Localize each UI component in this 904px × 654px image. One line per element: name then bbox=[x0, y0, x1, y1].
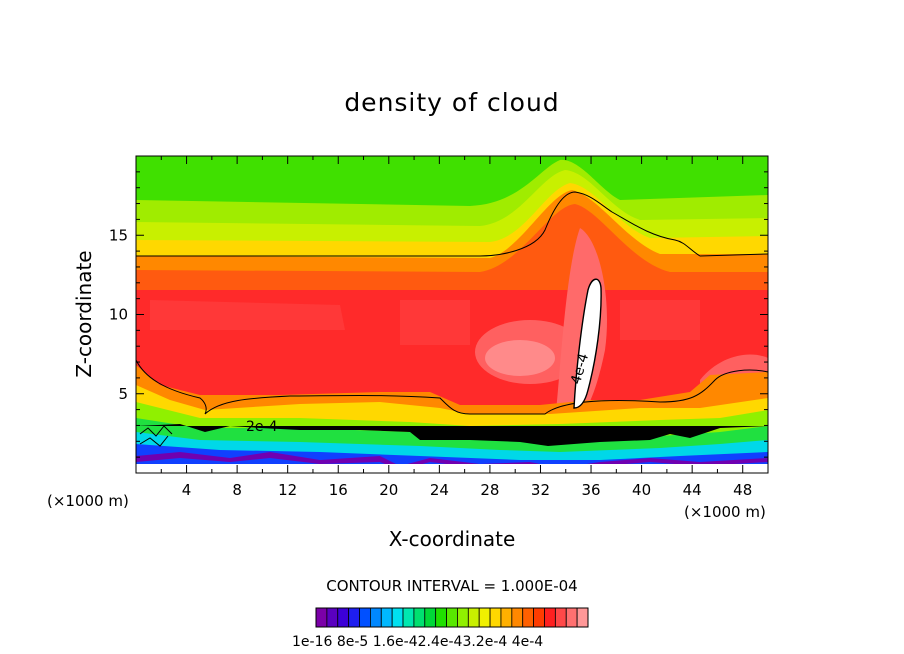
colorbar-swatch bbox=[554, 607, 567, 628]
y-tick-label: 5 bbox=[118, 385, 128, 403]
x-tick-label: 32 bbox=[531, 481, 550, 499]
colorbar-swatch bbox=[576, 607, 589, 628]
x-tick-label: 40 bbox=[632, 481, 651, 499]
colorbar-swatch bbox=[348, 607, 360, 628]
chart-title: density of cloud bbox=[344, 88, 560, 117]
colorbar-swatch bbox=[337, 607, 350, 628]
x-unit-label-left: (×1000 m) bbox=[47, 492, 129, 510]
colorbar-swatch bbox=[511, 607, 524, 628]
field-core-patch-right bbox=[620, 300, 700, 340]
colorbar-swatch bbox=[391, 607, 404, 628]
contour-line-2e-4 bbox=[136, 424, 768, 446]
colorbar-swatch bbox=[544, 607, 556, 628]
colorbar-frame bbox=[315, 607, 589, 628]
x-tick-label: 28 bbox=[480, 481, 499, 499]
x-unit-label-right: (×1000 m) bbox=[684, 503, 766, 521]
y-tick-label: 10 bbox=[109, 306, 128, 324]
colorbar-swatch bbox=[380, 607, 393, 628]
x-tick-label: 24 bbox=[430, 481, 449, 499]
field-bottom-white bbox=[136, 464, 768, 473]
y-axis-label: Z-coordinate bbox=[72, 250, 96, 378]
field-lower-purple bbox=[136, 452, 768, 470]
y-tick-label: 15 bbox=[109, 226, 128, 244]
colorbar-swatch bbox=[413, 607, 426, 628]
x-tick-label: 48 bbox=[733, 481, 752, 499]
colorbar-swatch bbox=[359, 607, 371, 628]
colorbar-swatch bbox=[478, 607, 491, 628]
contour-noise-left bbox=[139, 425, 173, 437]
colorbar-swatch bbox=[402, 607, 415, 628]
colorbar-swatch bbox=[522, 607, 534, 628]
colorbar-swatch bbox=[489, 607, 502, 628]
field-core-patch-left bbox=[150, 300, 345, 330]
x-tick-label: 20 bbox=[379, 481, 398, 499]
colorbar-labels: 1e-16 8e-5 1.6e-42.4e-43.2e-4 4e-4 bbox=[292, 634, 544, 650]
contour-line-1e-4-upper bbox=[136, 191, 768, 257]
colorbar-swatch bbox=[533, 607, 545, 628]
colorbar-swatch bbox=[315, 607, 328, 628]
field-core-patch-mid bbox=[400, 300, 470, 345]
contour-interval-text: CONTOUR INTERVAL = 1.000E-04 bbox=[326, 577, 578, 595]
colorbar-swatch bbox=[369, 607, 382, 628]
colorbar-swatch bbox=[565, 607, 578, 628]
x-tick-label: 4 bbox=[182, 481, 192, 499]
x-tick-label: 8 bbox=[232, 481, 242, 499]
x-tick-label: 44 bbox=[683, 481, 702, 499]
contour-label-2e-4: 2e-4 bbox=[246, 419, 278, 435]
colorbar-swatch bbox=[467, 607, 480, 628]
x-axis-label: X-coordinate bbox=[388, 527, 516, 551]
field-core-lighter bbox=[485, 340, 555, 376]
x-tick-label: 36 bbox=[581, 481, 600, 499]
colorbar-swatch bbox=[326, 607, 339, 628]
x-tick-label: 16 bbox=[329, 481, 348, 499]
contour-peak-4e-4 bbox=[573, 278, 602, 409]
colorbar-swatch bbox=[500, 607, 513, 628]
contour-line-1e-4-lower bbox=[136, 359, 768, 415]
colorbar-swatch bbox=[446, 607, 458, 628]
colorbar-swatch bbox=[435, 607, 447, 628]
x-tick-label: 12 bbox=[278, 481, 297, 499]
contour-noise-left-2 bbox=[139, 435, 169, 447]
colorbar-swatch bbox=[457, 607, 469, 628]
colorbar-swatch bbox=[424, 607, 437, 628]
